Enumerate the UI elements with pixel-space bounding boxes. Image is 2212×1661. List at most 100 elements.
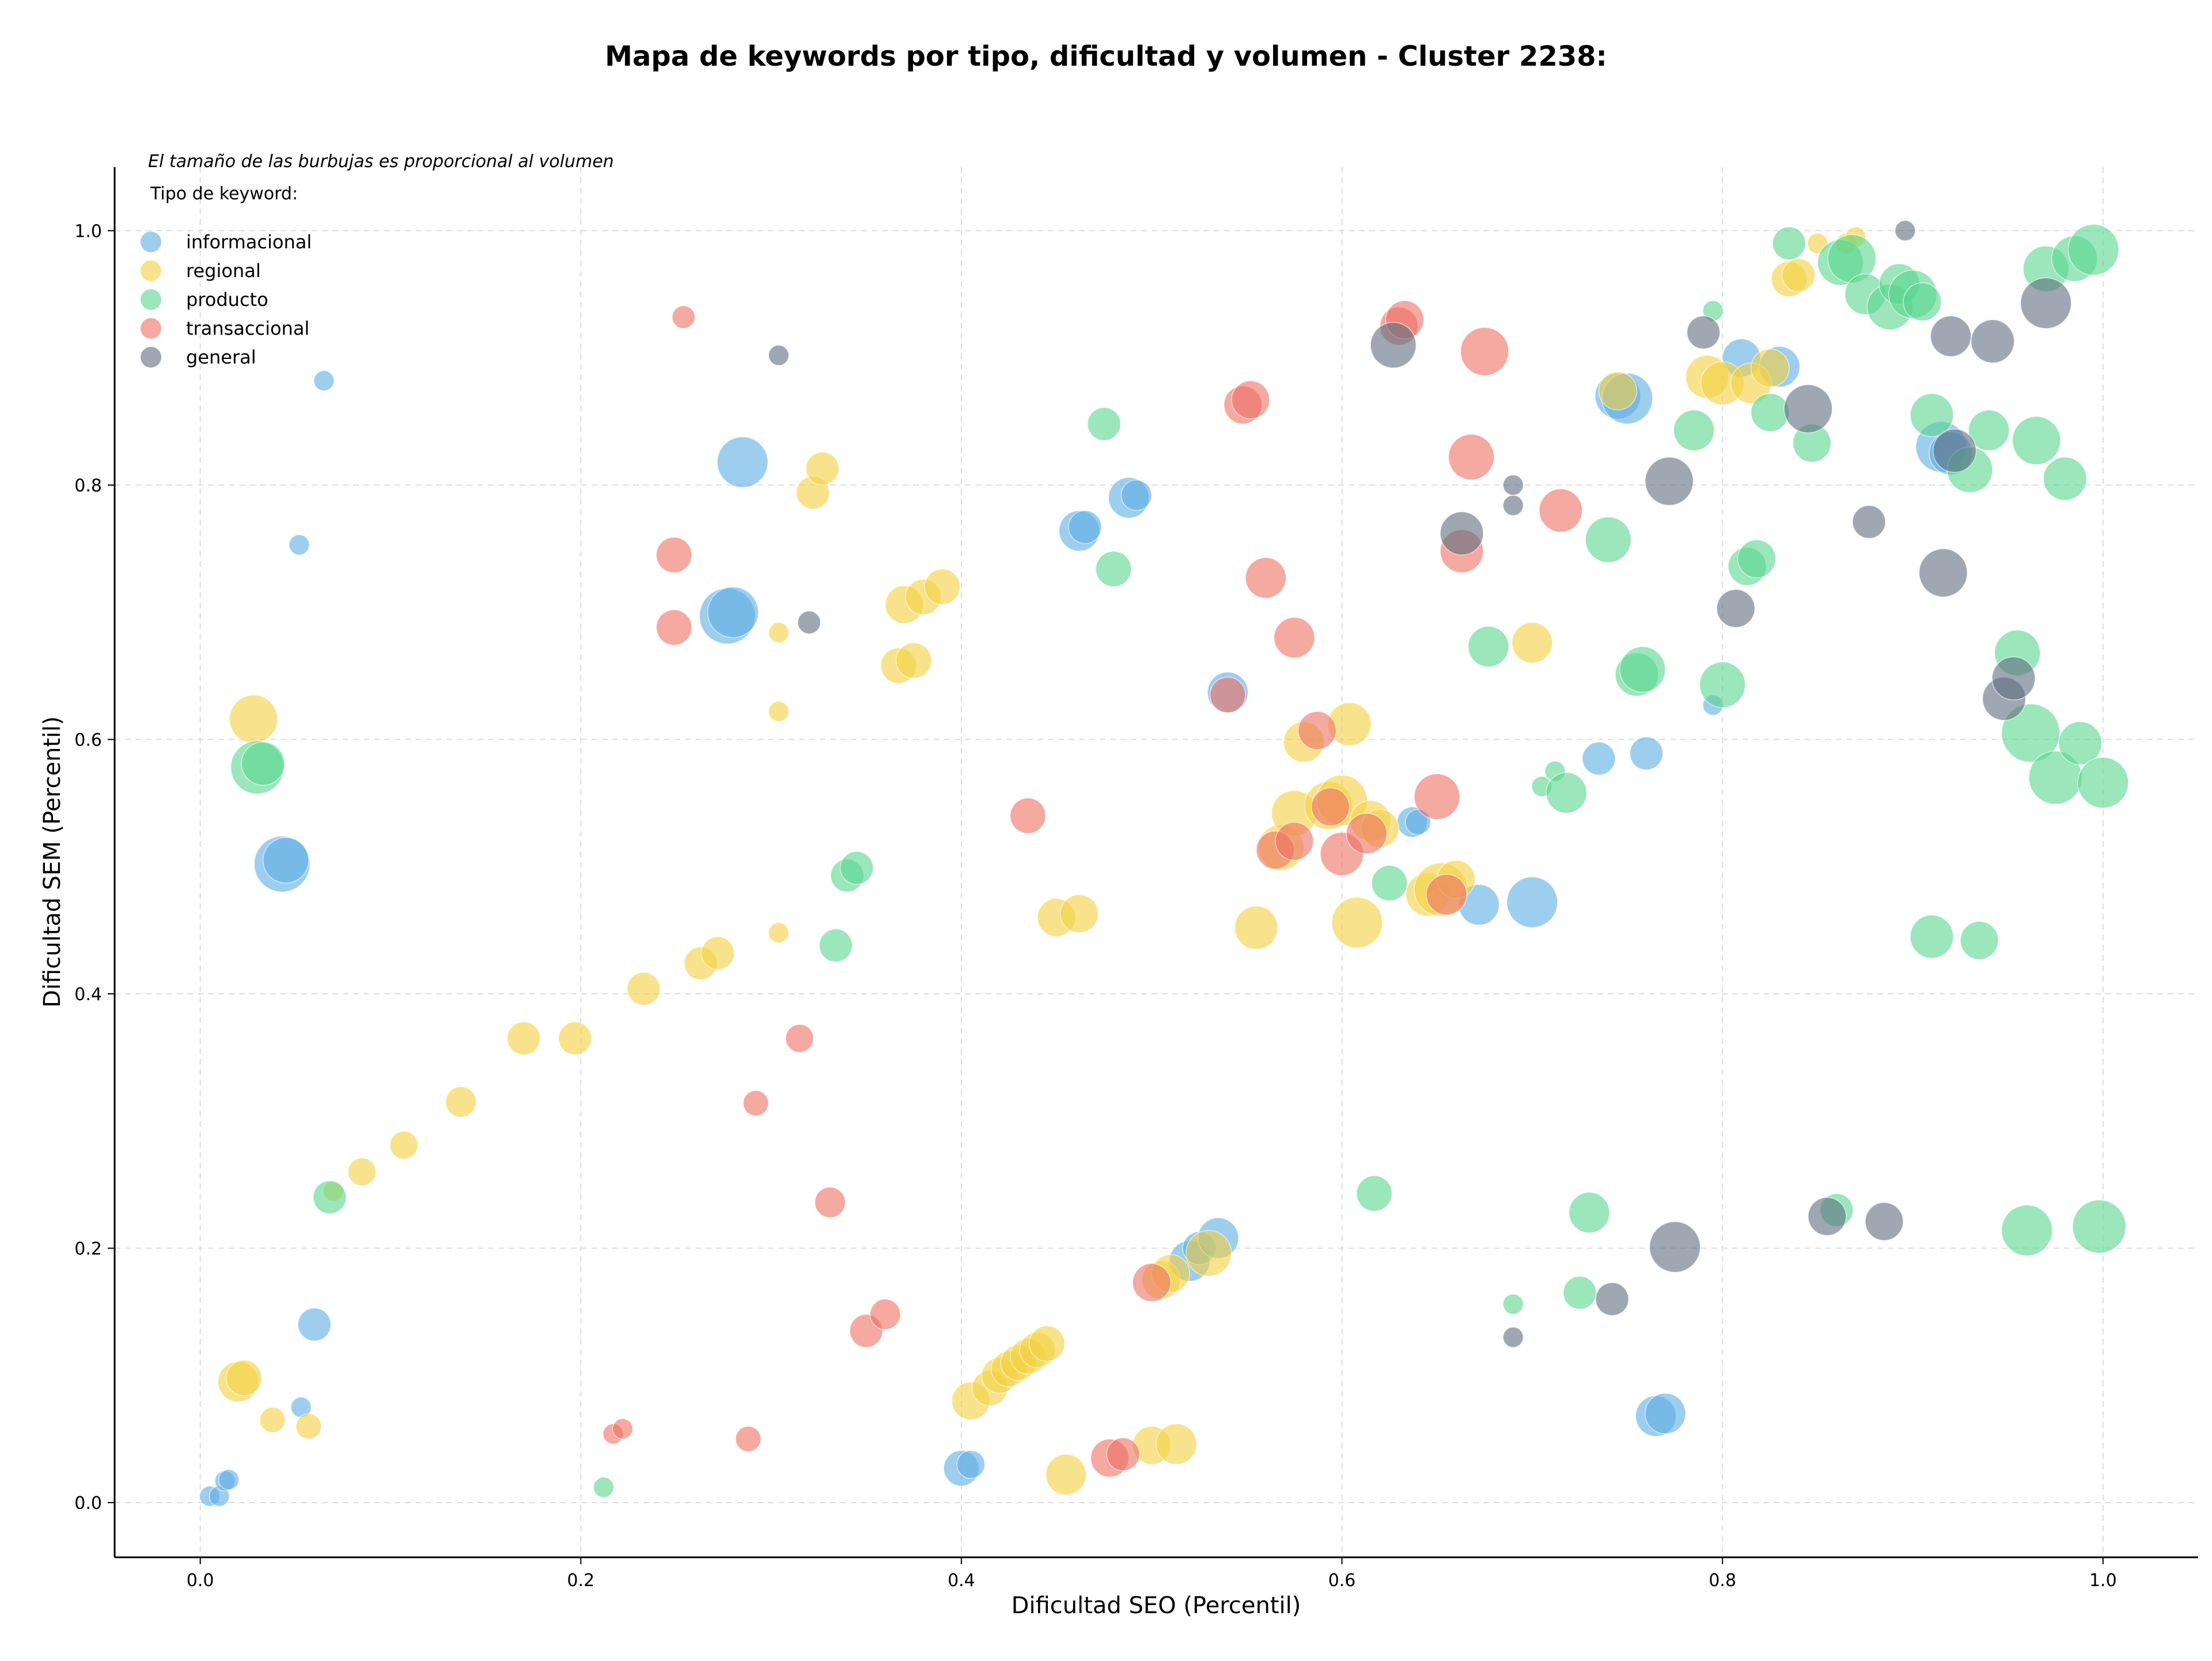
size-note: El tamaño de las burbujas es proporciona… [148, 152, 614, 172]
bubble-general [2020, 277, 2072, 329]
legend-label: transaccional [186, 317, 309, 339]
y-tick-label: 0.6 [74, 730, 102, 750]
bubble-general [768, 345, 790, 366]
bubble-general [1991, 656, 2036, 701]
legend-label: general [186, 346, 256, 368]
bubble-transaccional [1275, 822, 1314, 861]
bubble-regional [226, 1360, 263, 1397]
bubble-producto [2072, 1200, 2127, 1254]
bubble-producto [1585, 516, 1632, 563]
bubble-producto [1910, 393, 1954, 437]
bubble-informacional [1629, 736, 1664, 771]
bubble-regional [296, 1413, 322, 1440]
y-axis-label: Dificultad SEM (Percentil) [39, 716, 66, 1008]
bubble-regional [895, 642, 932, 679]
bubble-producto [241, 741, 285, 786]
legend-item-informacional: informacional [141, 231, 312, 253]
bubble-general [1808, 1197, 1847, 1236]
bubble-regional [924, 568, 961, 606]
legend-label: informacional [186, 231, 312, 253]
bubble-producto [1910, 914, 1954, 959]
bubble-transaccional [814, 1186, 846, 1219]
bubble-producto [1673, 410, 1715, 451]
series-transaccional [603, 300, 1583, 1478]
bubble-regional [347, 1157, 377, 1187]
bubble-informacional [1068, 510, 1102, 544]
bubble-informacional [297, 1307, 332, 1342]
bubble-general [1894, 220, 1916, 241]
bubble-producto [2067, 224, 2120, 276]
bubble-regional [1029, 1325, 1066, 1362]
series-producto [230, 224, 2129, 1498]
bubble-producto [839, 851, 874, 885]
bubble-transaccional [672, 305, 696, 330]
bubble-transaccional [1106, 1437, 1141, 1471]
legend-marker [141, 260, 161, 281]
bubble-informacional [717, 436, 768, 488]
bubble-regional [805, 451, 840, 486]
y-tick-label: 1.0 [74, 221, 102, 241]
bubble-general [797, 610, 821, 634]
bubble-regional [1511, 622, 1553, 664]
bubble-producto [1356, 1175, 1393, 1212]
bubble-producto [819, 928, 853, 963]
bubble-transaccional [1414, 773, 1461, 820]
bubble-producto [1546, 772, 1588, 814]
y-tick-label: 0.0 [74, 1493, 102, 1514]
bubble-transaccional [1426, 873, 1468, 915]
legend-item-regional: regional [141, 260, 261, 282]
bubble-producto [1563, 1276, 1597, 1310]
bubble-informacional [1506, 876, 1558, 928]
bubble-regional [700, 936, 735, 970]
bubble-regional [1156, 1423, 1198, 1465]
legend: El tamaño de las burbujas es proporciona… [141, 152, 614, 368]
gridlines [115, 167, 2198, 1557]
bubble-regional [1185, 1230, 1232, 1277]
bubble-producto [1095, 551, 1132, 588]
bubble-regional [389, 1130, 419, 1160]
bubble-general [1783, 384, 1833, 434]
bubble-transaccional [1310, 787, 1350, 827]
bubble-producto [1087, 407, 1122, 441]
bubble-producto [2001, 1204, 2053, 1257]
x-tick-label: 0.2 [567, 1571, 594, 1591]
bubbles-layer [199, 220, 2129, 1507]
bubble-regional [768, 922, 790, 944]
bubble-informacional [707, 586, 759, 638]
bubble-transaccional [656, 609, 692, 646]
bubble-producto [2058, 721, 2103, 766]
bubble-informacional [262, 837, 309, 884]
bubble-regional [445, 1086, 477, 1118]
bubble-transaccional [869, 1299, 901, 1330]
bubble-general [1971, 319, 2015, 364]
bubble-general [1370, 321, 1417, 369]
bubble-general [1502, 474, 1524, 496]
bubble-regional [1751, 349, 1790, 388]
y-tick-label: 0.2 [74, 1239, 102, 1259]
bubble-general [1865, 1202, 1904, 1241]
bubble-regional [1598, 371, 1638, 411]
bubble-producto [1467, 626, 1509, 668]
y-tick-label: 0.4 [74, 985, 102, 1005]
bubble-general [1595, 1282, 1629, 1316]
legend-title: Tipo de keyword: [150, 184, 298, 204]
bubble-informacional [289, 534, 310, 556]
bubble-producto [1968, 410, 2010, 451]
bubble-producto [1569, 1191, 1610, 1234]
bubble-transaccional [1209, 676, 1246, 713]
bubble-regional [768, 701, 790, 722]
bubble-regional [1045, 1454, 1087, 1496]
x-tick-label: 0.4 [948, 1571, 975, 1591]
bubble-general [1933, 429, 1977, 473]
y-tick-label: 0.8 [74, 476, 102, 496]
x-ticks: 0.0 0.2 0.4 0.6 0.8 1.0 [187, 1557, 2117, 1591]
chart-title: Mapa de keywords por tipo, dificultad y … [605, 40, 1607, 73]
legend-label: producto [186, 289, 268, 311]
bubble-regional [1331, 896, 1383, 949]
series-general [768, 220, 2072, 1348]
bubble-informacional [313, 370, 335, 392]
bubble-transaccional [735, 1425, 762, 1452]
bubble-producto [2043, 456, 2087, 501]
x-tick-label: 0.0 [187, 1571, 214, 1591]
